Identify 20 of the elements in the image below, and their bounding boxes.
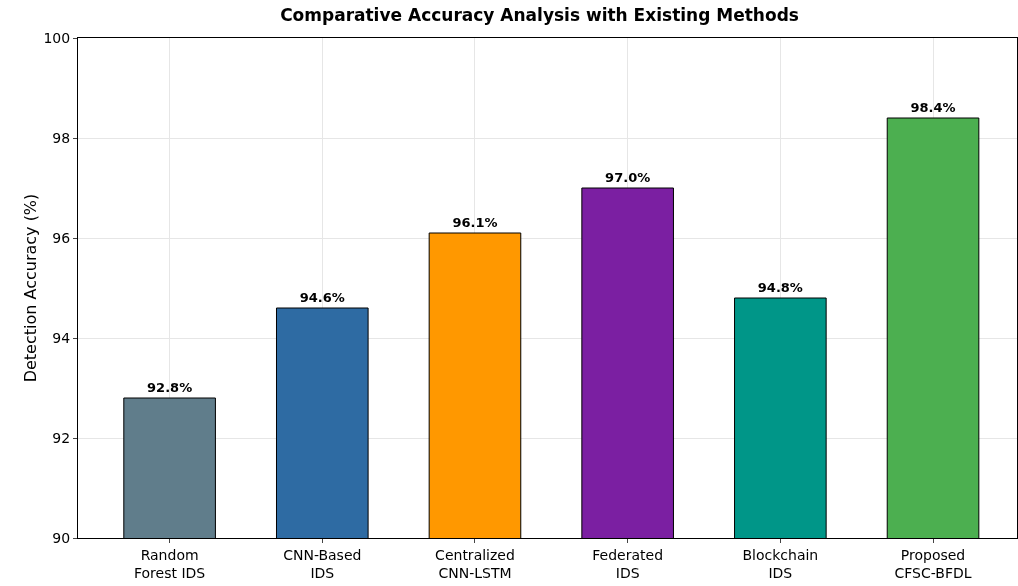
y-axis-title: Detection Accuracy (%) (21, 193, 40, 383)
x-tick-label: CNN-Based IDS (283, 546, 362, 581)
data-label: 97.0% (605, 170, 651, 185)
y-tick-label: 98 (52, 129, 71, 146)
data-label: 98.4% (910, 100, 956, 115)
data-label: 96.1% (452, 215, 498, 230)
data-label: 94.8% (757, 280, 803, 295)
y-tick-label: 90 (52, 529, 71, 546)
data-label: 92.8% (147, 380, 193, 395)
x-tick-label: Blockchain IDS (742, 546, 819, 581)
data-label: 94.6% (299, 290, 345, 305)
x-tick-label: Federated IDS (592, 546, 664, 581)
x-tick-label: Centralized CNN-LSTM (435, 546, 515, 581)
y-tick-label: 92 (52, 429, 71, 446)
y-tick-label: 96 (52, 229, 71, 246)
x-tick-label: Proposed CFSC-BFDL (894, 546, 972, 581)
y-tick-label: 94 (52, 329, 71, 346)
chart-title: Comparative Accuracy Analysis with Existing Methods (280, 4, 799, 25)
y-tick-label: 100 (43, 29, 71, 46)
x-tick-label: Random Forest IDS (134, 546, 206, 581)
